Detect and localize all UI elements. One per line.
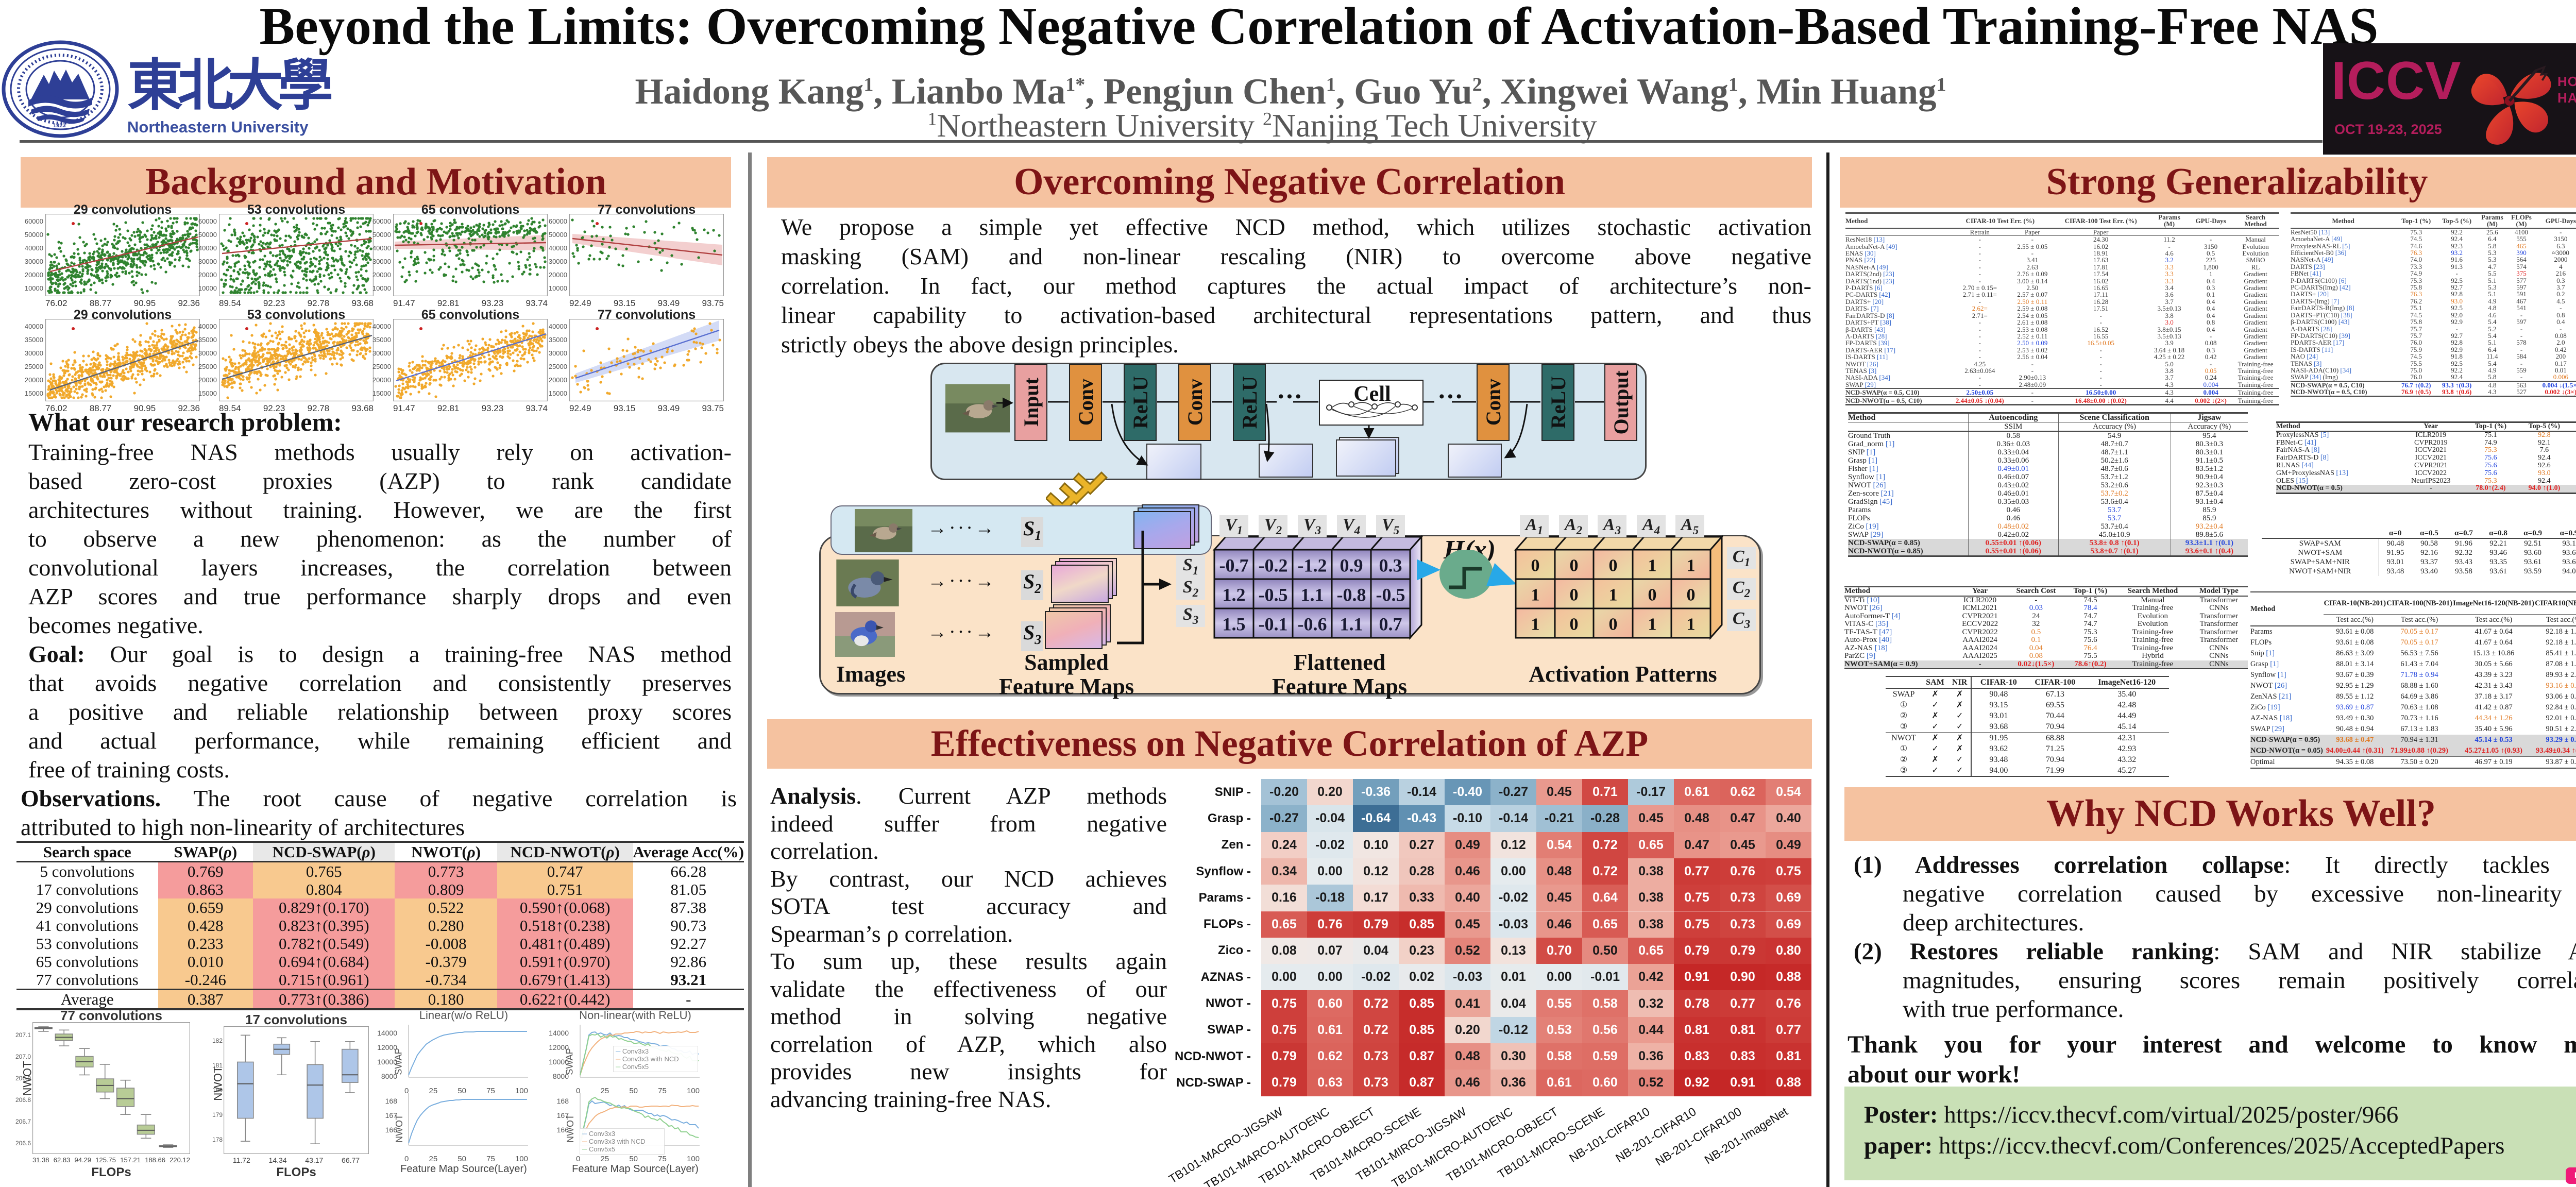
svg-text:0: 0 (1687, 586, 1696, 605)
svg-text:0: 0 (1570, 586, 1579, 605)
svg-text:0: 0 (1609, 556, 1618, 575)
svg-text:東北大學: 東北大學 (127, 56, 333, 117)
svg-text:-1.2: -1.2 (1298, 555, 1327, 576)
svg-text:-0.8: -0.8 (1337, 585, 1366, 605)
svg-text:-0.2: -0.2 (1259, 555, 1288, 576)
svg-text:0: 0 (1570, 556, 1579, 575)
svg-text:1: 1 (1648, 615, 1657, 634)
svg-text:Northeastern University: Northeastern University (127, 118, 309, 136)
svg-text:1923: 1923 (53, 123, 65, 129)
svg-text:1: 1 (1687, 615, 1696, 634)
svg-text:1: 1 (1609, 586, 1618, 605)
svg-text:0.7: 0.7 (1379, 614, 1402, 635)
svg-text:-0.5: -0.5 (1376, 585, 1405, 605)
svg-text:1: 1 (1648, 556, 1657, 575)
svg-text:0.3: 0.3 (1379, 555, 1402, 576)
svg-text:1.1: 1.1 (1340, 614, 1363, 635)
svg-text:-0.7: -0.7 (1219, 555, 1249, 576)
svg-text:0: 0 (1648, 586, 1657, 605)
svg-text:1.1: 1.1 (1301, 585, 1324, 605)
svg-text:1.5: 1.5 (1223, 614, 1246, 635)
svg-text:1: 1 (1687, 556, 1696, 575)
svg-text:1: 1 (1531, 586, 1540, 605)
svg-text:1: 1 (1531, 615, 1540, 634)
svg-text:-0.6: -0.6 (1298, 614, 1327, 635)
svg-text:-0.1: -0.1 (1259, 614, 1288, 635)
svg-text:-0.5: -0.5 (1259, 585, 1288, 605)
svg-text:0: 0 (1609, 615, 1618, 634)
svg-text:0.9: 0.9 (1340, 555, 1363, 576)
svg-text:1.2: 1.2 (1223, 585, 1246, 605)
svg-text:0: 0 (1531, 556, 1540, 575)
svg-text:0: 0 (1570, 615, 1579, 634)
